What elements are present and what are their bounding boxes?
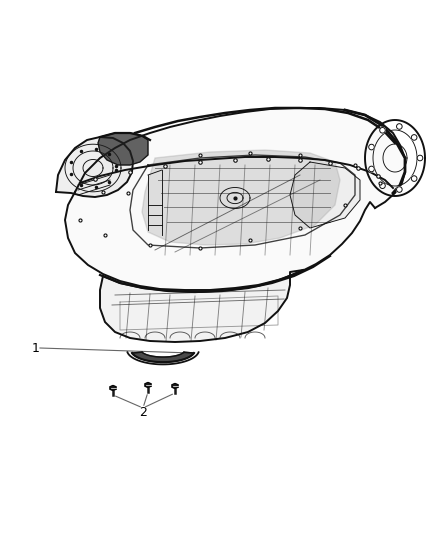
Polygon shape — [65, 108, 405, 290]
Text: 1: 1 — [32, 342, 40, 354]
Circle shape — [411, 135, 417, 140]
Circle shape — [396, 187, 402, 192]
Polygon shape — [172, 384, 178, 389]
Circle shape — [380, 127, 385, 133]
Circle shape — [411, 176, 417, 181]
Circle shape — [369, 144, 374, 150]
Polygon shape — [56, 137, 133, 197]
Polygon shape — [98, 133, 148, 165]
Circle shape — [380, 183, 385, 189]
Circle shape — [417, 155, 423, 161]
Polygon shape — [142, 150, 340, 245]
Polygon shape — [145, 383, 151, 387]
Polygon shape — [290, 162, 360, 228]
Polygon shape — [100, 270, 303, 342]
Circle shape — [369, 166, 374, 172]
Circle shape — [396, 124, 402, 130]
Text: 2: 2 — [139, 407, 147, 419]
Polygon shape — [110, 385, 116, 391]
Polygon shape — [132, 352, 194, 362]
